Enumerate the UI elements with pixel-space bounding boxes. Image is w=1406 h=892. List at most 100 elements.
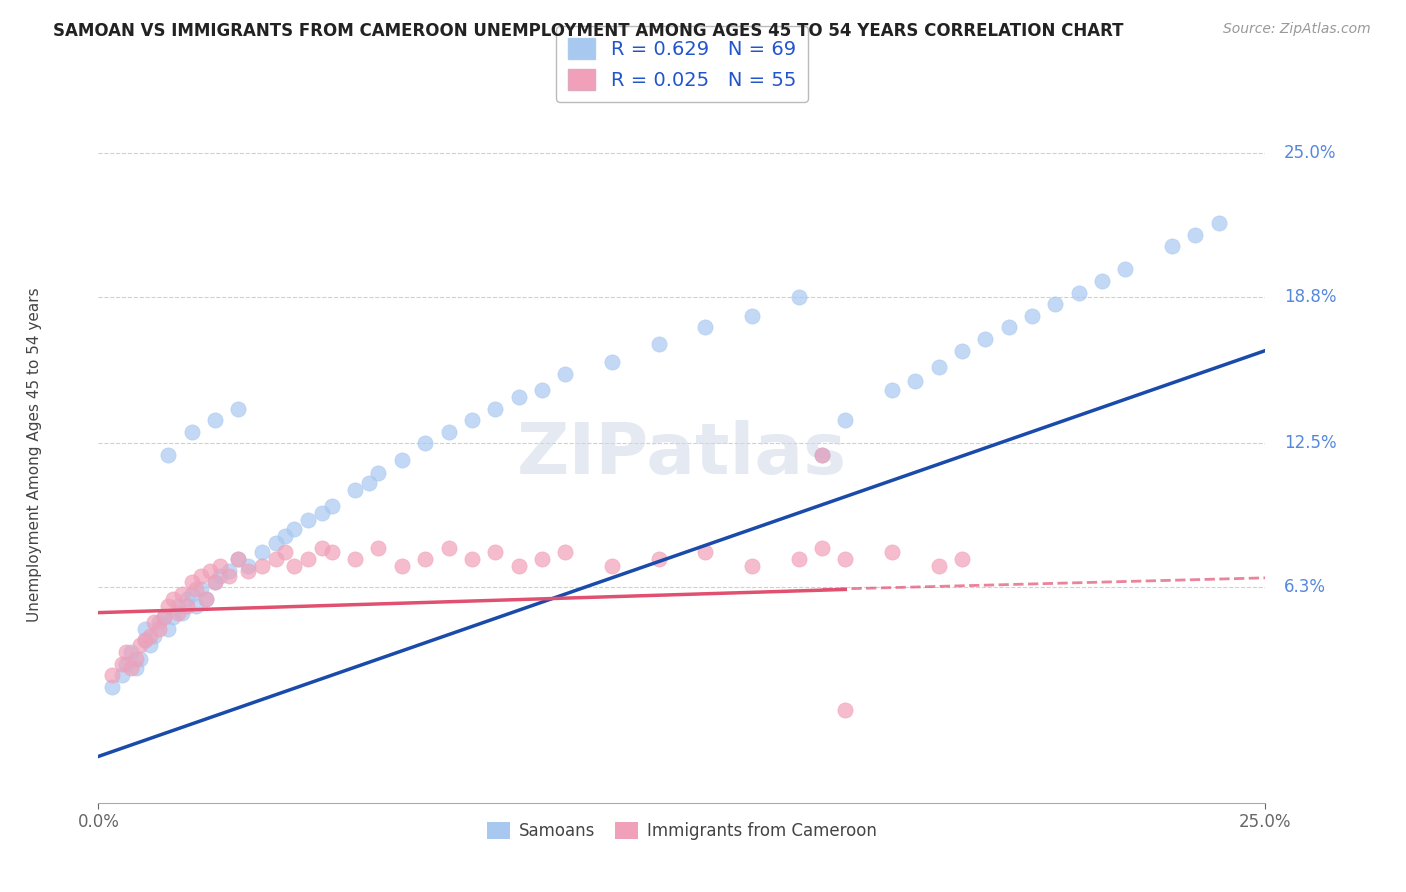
Point bbox=[274, 529, 297, 543]
Point bbox=[904, 374, 927, 388]
Point bbox=[1161, 239, 1184, 253]
Point bbox=[484, 545, 506, 559]
Point bbox=[148, 622, 170, 636]
Point bbox=[228, 552, 250, 566]
Point bbox=[101, 680, 124, 694]
Point bbox=[880, 383, 903, 397]
Point bbox=[344, 483, 367, 497]
Text: 12.5%: 12.5% bbox=[1284, 434, 1337, 452]
Point bbox=[811, 448, 834, 462]
Point bbox=[1021, 309, 1043, 323]
Text: ZIPatlas: ZIPatlas bbox=[517, 420, 846, 490]
Point bbox=[143, 615, 166, 629]
Point bbox=[194, 591, 217, 606]
Point bbox=[250, 545, 273, 559]
Point bbox=[997, 320, 1019, 334]
Point bbox=[152, 610, 174, 624]
Point bbox=[250, 559, 273, 574]
Point bbox=[120, 661, 142, 675]
Point bbox=[236, 564, 259, 578]
Point bbox=[101, 668, 124, 682]
Point bbox=[359, 475, 381, 490]
Text: Unemployment Among Ages 45 to 54 years: Unemployment Among Ages 45 to 54 years bbox=[27, 287, 42, 623]
Point bbox=[176, 599, 198, 613]
Point bbox=[834, 552, 856, 566]
Point bbox=[461, 552, 484, 566]
Point bbox=[530, 552, 553, 566]
Point bbox=[928, 559, 950, 574]
Point bbox=[695, 545, 717, 559]
Point bbox=[125, 661, 148, 675]
Text: 25.0%: 25.0% bbox=[1284, 145, 1337, 162]
Point bbox=[461, 413, 484, 427]
Point bbox=[600, 355, 623, 369]
Point bbox=[297, 513, 319, 527]
Point bbox=[321, 545, 343, 559]
Point bbox=[129, 638, 152, 652]
Point bbox=[811, 541, 834, 555]
Text: Source: ZipAtlas.com: Source: ZipAtlas.com bbox=[1223, 22, 1371, 37]
Point bbox=[176, 591, 198, 606]
Point bbox=[530, 383, 553, 397]
Point bbox=[125, 652, 148, 666]
Text: SAMOAN VS IMMIGRANTS FROM CAMEROON UNEMPLOYMENT AMONG AGES 45 TO 54 YEARS CORREL: SAMOAN VS IMMIGRANTS FROM CAMEROON UNEMP… bbox=[53, 22, 1123, 40]
Point bbox=[508, 559, 530, 574]
Point bbox=[208, 559, 231, 574]
Point bbox=[344, 552, 367, 566]
Point bbox=[283, 559, 305, 574]
Point bbox=[264, 552, 287, 566]
Point bbox=[218, 568, 240, 582]
Point bbox=[152, 610, 174, 624]
Point bbox=[172, 587, 194, 601]
Point bbox=[115, 645, 138, 659]
Legend: Samoans, Immigrants from Cameroon: Samoans, Immigrants from Cameroon bbox=[481, 815, 883, 847]
Point bbox=[484, 401, 506, 416]
Point bbox=[811, 448, 834, 462]
Point bbox=[1045, 297, 1067, 311]
Point bbox=[134, 633, 156, 648]
Point bbox=[172, 606, 194, 620]
Point bbox=[157, 448, 180, 462]
Point bbox=[297, 552, 319, 566]
Point bbox=[321, 499, 343, 513]
Point bbox=[787, 290, 810, 304]
Point bbox=[1091, 274, 1114, 288]
Point bbox=[437, 425, 460, 439]
Point bbox=[311, 541, 333, 555]
Point bbox=[413, 552, 436, 566]
Point bbox=[834, 413, 856, 427]
Point bbox=[166, 606, 188, 620]
Point bbox=[190, 582, 212, 597]
Point bbox=[190, 568, 212, 582]
Point bbox=[741, 309, 763, 323]
Point bbox=[194, 591, 217, 606]
Point bbox=[413, 436, 436, 450]
Point bbox=[367, 467, 389, 481]
Text: 6.3%: 6.3% bbox=[1284, 578, 1326, 596]
Point bbox=[208, 568, 231, 582]
Point bbox=[1067, 285, 1090, 300]
Point bbox=[283, 522, 305, 536]
Point bbox=[115, 657, 138, 671]
Point bbox=[695, 320, 717, 334]
Point bbox=[787, 552, 810, 566]
Point bbox=[228, 552, 250, 566]
Point bbox=[274, 545, 297, 559]
Point bbox=[129, 652, 152, 666]
Point bbox=[157, 622, 180, 636]
Point bbox=[367, 541, 389, 555]
Point bbox=[204, 575, 226, 590]
Point bbox=[180, 425, 202, 439]
Point bbox=[204, 575, 226, 590]
Point bbox=[508, 390, 530, 404]
Point bbox=[228, 401, 250, 416]
Point bbox=[186, 599, 208, 613]
Point bbox=[236, 559, 259, 574]
Point bbox=[647, 336, 669, 351]
Point bbox=[180, 575, 202, 590]
Point bbox=[437, 541, 460, 555]
Point bbox=[218, 564, 240, 578]
Point bbox=[111, 657, 134, 671]
Point bbox=[204, 413, 226, 427]
Point bbox=[120, 645, 142, 659]
